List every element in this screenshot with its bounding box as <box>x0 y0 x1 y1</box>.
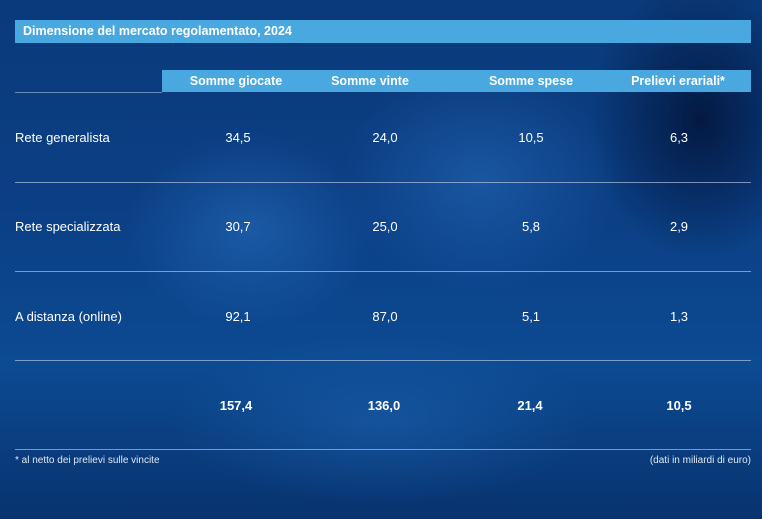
total-cell: 136,0 <box>367 398 401 413</box>
header-bar <box>162 70 751 92</box>
divider <box>15 271 751 272</box>
total-cell: 157,4 <box>219 398 253 413</box>
column-header: Somme giocate <box>189 74 283 88</box>
cell: 87,0 <box>372 309 398 324</box>
cell: 5,8 <box>521 219 541 234</box>
cell: 30,7 <box>225 219 251 234</box>
cell: 6,3 <box>669 130 689 145</box>
row-label: Rete generalista <box>15 130 110 145</box>
column-header: Somme vinte <box>331 74 409 88</box>
divider <box>15 92 162 93</box>
table-title: Dimensione del mercato regolamentato, 20… <box>15 20 751 43</box>
cell: 2,9 <box>669 219 689 234</box>
cell: 25,0 <box>372 219 398 234</box>
cell: 1,3 <box>669 309 689 324</box>
units-note: (dati in miliardi di euro) <box>649 455 751 466</box>
column-header: Prelievi erariali* <box>631 74 725 88</box>
cell: 5,1 <box>521 309 541 324</box>
row-label: Rete specializzata <box>15 219 121 234</box>
total-cell: 10,5 <box>666 398 692 413</box>
cell: 92,1 <box>225 309 251 324</box>
row-label: A distanza (online) <box>15 309 122 324</box>
divider <box>15 360 751 361</box>
cell: 24,0 <box>372 130 398 145</box>
divider <box>15 182 751 183</box>
divider <box>15 449 751 450</box>
cell: 10,5 <box>518 130 544 145</box>
footnote: * al netto dei prelievi sulle vincite <box>15 455 160 466</box>
cell: 34,5 <box>225 130 251 145</box>
column-header: Somme spese <box>488 74 574 88</box>
total-cell: 21,4 <box>517 398 543 413</box>
